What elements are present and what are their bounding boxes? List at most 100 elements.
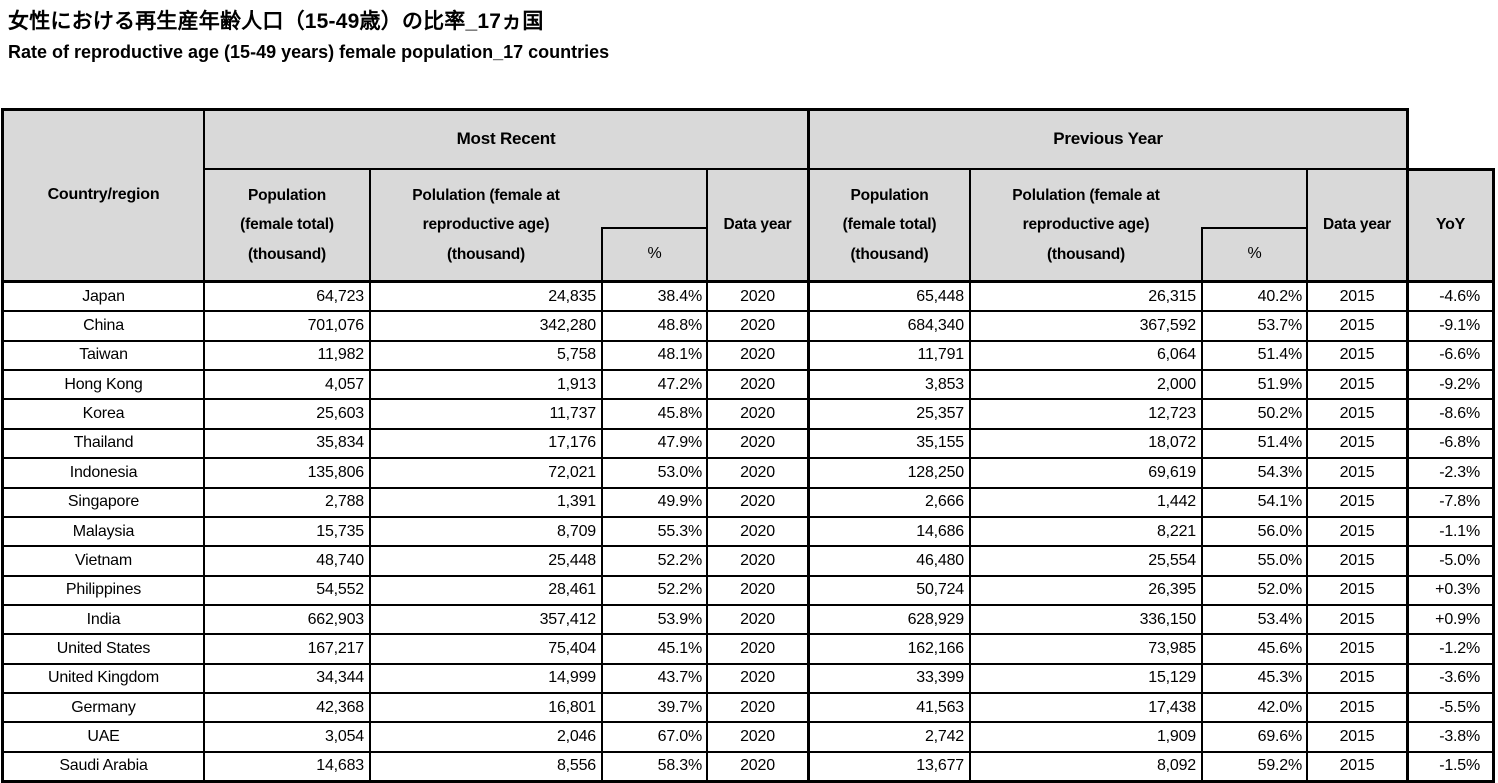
recent-population-reproductive-cell: 11,737 <box>369 400 601 428</box>
country-cell: Thailand <box>73 434 134 452</box>
recent-population-reproductive-cell: 1,391 <box>369 488 601 516</box>
recent-percent-cell: 52.2% <box>601 576 706 604</box>
table-row: Saudi Arabia 14,683 8,556 58.3% 2020 13,… <box>4 752 1492 781</box>
previous-population-reproductive-cell: 1,909 <box>969 723 1201 751</box>
table-row: Hong Kong 4,057 1,913 47.2% 2020 3,853 2… <box>4 371 1492 401</box>
recent-percent-cell: 47.9% <box>601 429 706 458</box>
table-body: Japan 64,723 24,835 38.4% 2020 65,448 26… <box>1 280 1495 783</box>
page-title-english: Rate of reproductive age (15-49 years) f… <box>8 42 610 62</box>
previous-data-year-cell: 2015 <box>1306 694 1406 722</box>
country-cell: United Kingdom <box>47 669 160 687</box>
country-cell: United States <box>56 639 151 657</box>
recent-population-total-cell: 2,788 <box>203 488 369 516</box>
yoy-cell: +0.9% <box>1406 605 1492 634</box>
header-recent-population-reproductive: Polulation (female at reproductive age) … <box>369 168 601 280</box>
recent-percent-cell: 45.8% <box>601 400 706 428</box>
header-group-most-recent: Most Recent <box>203 108 807 168</box>
previous-population-reproductive-cell: 17,438 <box>969 694 1201 722</box>
recent-population-total-cell: 135,806 <box>203 459 369 487</box>
recent-population-reproductive-cell: 24,835 <box>369 283 601 311</box>
previous-percent-cell: 51.9% <box>1201 371 1306 399</box>
previous-population-total-cell: 2,742 <box>807 723 969 751</box>
recent-data-year-cell: 2020 <box>706 694 807 722</box>
recent-data-year-cell: 2020 <box>706 429 807 458</box>
recent-population-total-cell: 14,683 <box>203 752 369 781</box>
country-cell: UAE <box>87 728 120 746</box>
previous-population-reproductive-cell: 25,554 <box>969 547 1201 575</box>
recent-data-year-cell: 2020 <box>706 752 807 781</box>
previous-population-total-cell: 41,563 <box>807 694 969 722</box>
table-row: Japan 64,723 24,835 38.4% 2020 65,448 26… <box>4 283 1492 313</box>
recent-population-reproductive-cell: 1,913 <box>369 371 601 399</box>
header-recent-population-total: Population (female total) (thousand) <box>203 168 369 280</box>
table-row: United States 167,217 75,404 45.1% 2020 … <box>4 635 1492 665</box>
yoy-cell: -3.8% <box>1406 723 1492 751</box>
recent-population-total-cell: 167,217 <box>203 635 369 663</box>
previous-data-year-cell: 2015 <box>1306 341 1406 370</box>
header-group-previous-year: Previous Year <box>807 108 1406 168</box>
previous-population-total-cell: 13,677 <box>807 752 969 781</box>
recent-population-reproductive-cell: 5,758 <box>369 341 601 370</box>
country-cell: Hong Kong <box>64 375 143 393</box>
table-row: Indonesia 135,806 72,021 53.0% 2020 128,… <box>4 459 1492 489</box>
previous-population-total-cell: 50,724 <box>807 576 969 604</box>
recent-population-reproductive-cell: 28,461 <box>369 576 601 604</box>
previous-population-total-cell: 25,357 <box>807 400 969 428</box>
previous-data-year-cell: 2015 <box>1306 723 1406 751</box>
recent-population-reproductive-cell: 8,556 <box>369 752 601 781</box>
header-previous-percent: % <box>1201 227 1306 280</box>
table-row: China 701,076 342,280 48.8% 2020 684,340… <box>4 312 1492 342</box>
recent-population-reproductive-cell: 2,046 <box>369 723 601 751</box>
previous-percent-cell: 55.0% <box>1201 547 1306 575</box>
recent-data-year-cell: 2020 <box>706 605 807 634</box>
previous-population-reproductive-cell: 1,442 <box>969 488 1201 516</box>
previous-percent-cell: 54.3% <box>1201 459 1306 487</box>
yoy-cell: -1.5% <box>1406 752 1492 781</box>
previous-percent-cell: 50.2% <box>1201 400 1306 428</box>
recent-percent-cell: 52.2% <box>601 547 706 575</box>
recent-data-year-cell: 2020 <box>706 488 807 516</box>
recent-population-total-cell: 64,723 <box>203 283 369 311</box>
previous-percent-cell: 45.6% <box>1201 635 1306 663</box>
previous-data-year-cell: 2015 <box>1306 635 1406 663</box>
recent-population-total-cell: 25,603 <box>203 400 369 428</box>
previous-data-year-cell: 2015 <box>1306 576 1406 604</box>
recent-data-year-cell: 2020 <box>706 723 807 751</box>
recent-data-year-cell: 2020 <box>706 576 807 604</box>
previous-data-year-cell: 2015 <box>1306 429 1406 458</box>
table-row: United Kingdom 34,344 14,999 43.7% 2020 … <box>4 664 1492 695</box>
recent-percent-cell: 48.1% <box>601 341 706 370</box>
yoy-cell: -5.0% <box>1406 547 1492 575</box>
previous-population-reproductive-cell: 367,592 <box>969 312 1201 340</box>
previous-data-year-cell: 2015 <box>1306 664 1406 693</box>
previous-percent-cell: 56.0% <box>1201 517 1306 546</box>
recent-population-reproductive-cell: 25,448 <box>369 547 601 575</box>
previous-population-reproductive-cell: 15,129 <box>969 664 1201 693</box>
previous-data-year-cell: 2015 <box>1306 459 1406 487</box>
previous-population-reproductive-cell: 69,619 <box>969 459 1201 487</box>
previous-percent-cell: 59.2% <box>1201 752 1306 781</box>
previous-percent-cell: 42.0% <box>1201 694 1306 722</box>
country-cell: Taiwan <box>79 346 128 364</box>
previous-population-total-cell: 35,155 <box>807 429 969 458</box>
previous-population-reproductive-cell: 73,985 <box>969 635 1201 663</box>
recent-percent-cell: 48.8% <box>601 312 706 340</box>
recent-percent-cell: 58.3% <box>601 752 706 781</box>
previous-data-year-cell: 2015 <box>1306 547 1406 575</box>
previous-population-reproductive-cell: 12,723 <box>969 400 1201 428</box>
previous-data-year-cell: 2015 <box>1306 517 1406 546</box>
header-previous-data-year: Data year <box>1306 168 1406 280</box>
table-header: Country/region Most Recent Previous Year… <box>1 108 1495 280</box>
recent-population-total-cell: 15,735 <box>203 517 369 546</box>
recent-population-total-cell: 54,552 <box>203 576 369 604</box>
previous-percent-cell: 45.3% <box>1201 664 1306 693</box>
yoy-cell: -4.6% <box>1406 283 1492 311</box>
previous-population-reproductive-cell: 8,092 <box>969 752 1201 781</box>
country-cell: China <box>83 317 124 335</box>
yoy-cell: -2.3% <box>1406 459 1492 487</box>
country-cell: Korea <box>82 405 125 423</box>
table-row: Malaysia 15,735 8,709 55.3% 2020 14,686 … <box>4 517 1492 548</box>
recent-percent-cell: 53.9% <box>601 605 706 634</box>
previous-population-total-cell: 2,666 <box>807 488 969 516</box>
